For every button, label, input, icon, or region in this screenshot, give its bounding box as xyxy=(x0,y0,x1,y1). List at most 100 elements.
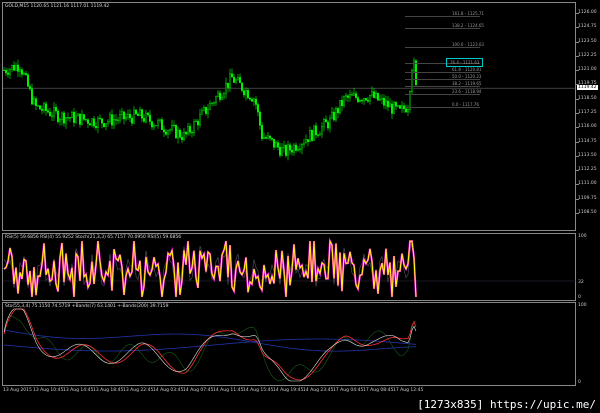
candle-body xyxy=(227,82,229,88)
fibo-line[interactable] xyxy=(405,78,480,80)
candle-body xyxy=(185,131,187,135)
candle-body xyxy=(17,64,19,72)
rsi-axis-level: 32 xyxy=(578,280,584,285)
candle-body xyxy=(149,114,151,122)
candle-body xyxy=(409,91,411,110)
candle-body xyxy=(207,109,209,114)
candle-body xyxy=(205,107,207,114)
price-chart-panel[interactable] xyxy=(2,2,576,231)
candle-body xyxy=(103,123,105,127)
candle-body xyxy=(157,120,159,126)
time-axis-label: 14 Aug 07:45 xyxy=(183,388,214,393)
candle-body xyxy=(121,111,123,115)
fibo-line[interactable] xyxy=(405,107,480,109)
candle-body xyxy=(21,69,23,75)
price-axis-label: 1116.00 xyxy=(578,124,597,130)
candle-body xyxy=(331,111,333,119)
candle-body xyxy=(111,114,113,126)
candle-body xyxy=(343,96,345,107)
candle-body xyxy=(71,111,73,118)
candle-body xyxy=(199,113,201,126)
price-axis-label: 1124.75 xyxy=(578,24,597,30)
candle-body xyxy=(133,109,135,124)
candle-body xyxy=(385,100,387,106)
price-axis-label: 1108.50 xyxy=(578,210,597,216)
candle-body xyxy=(113,119,115,126)
candle-body xyxy=(177,129,179,139)
time-axis-label: 13 Aug 18:45 xyxy=(93,388,124,393)
candle-body xyxy=(195,120,197,122)
candle-body xyxy=(279,147,281,156)
candle-body xyxy=(311,130,313,141)
candle-body xyxy=(123,111,125,120)
stochastic-indicator-panel[interactable] xyxy=(2,302,576,386)
candle-body xyxy=(151,121,153,128)
candle-body xyxy=(7,72,9,75)
candle-body xyxy=(69,117,71,119)
candle-body xyxy=(209,103,211,110)
candle-body xyxy=(139,109,141,116)
candle-body xyxy=(73,111,75,123)
candle-body xyxy=(115,119,117,121)
candle-body xyxy=(349,94,351,98)
candle-body xyxy=(383,97,385,106)
candle-body xyxy=(403,105,405,110)
candle-body xyxy=(369,94,371,102)
candle-body xyxy=(131,117,133,124)
fibo-line[interactable] xyxy=(405,28,480,30)
candle-body xyxy=(337,108,339,114)
candle-body xyxy=(193,121,195,134)
rsi-axis-min: 0 xyxy=(578,295,581,300)
candle-body xyxy=(189,126,191,133)
fibo-line[interactable] xyxy=(405,85,480,87)
candle-body xyxy=(291,149,293,153)
stoch-axis-min: 0 xyxy=(578,380,581,385)
candle-body xyxy=(263,137,265,139)
candle-body xyxy=(57,110,59,122)
price-axis-label: 1123.50 xyxy=(578,38,597,44)
stoch-main-line xyxy=(3,308,417,381)
candle-body xyxy=(397,105,399,107)
candle-body xyxy=(99,117,101,119)
time-axis-label: 13 Aug 2015 xyxy=(3,388,32,393)
candle-body xyxy=(411,70,413,92)
candle-body xyxy=(317,134,319,136)
fibo-line[interactable] xyxy=(405,72,480,74)
time-axis-label: 13 Aug 10:45 xyxy=(33,388,64,393)
candle-body xyxy=(269,135,271,139)
candle-body xyxy=(367,100,369,102)
candle-body xyxy=(27,74,29,87)
price-axis-label: 1111.00 xyxy=(578,181,597,187)
current-price-label: 1119.42 xyxy=(577,85,598,91)
candle-body xyxy=(97,117,99,128)
candle-body xyxy=(289,144,291,151)
candle-body xyxy=(65,117,67,124)
candle-body xyxy=(297,148,299,151)
price-axis-label: 1113.50 xyxy=(578,152,597,158)
fibo-line[interactable] xyxy=(405,62,480,64)
candle-body xyxy=(251,98,253,102)
candle-body xyxy=(365,98,367,101)
candle-body xyxy=(381,97,383,100)
candle-body xyxy=(387,100,389,108)
candle-body xyxy=(9,69,11,75)
candle-body xyxy=(399,105,401,109)
candle-body xyxy=(333,111,335,121)
fibo-line[interactable] xyxy=(405,46,480,48)
candle-body xyxy=(247,90,249,99)
price-axis-label: 1119.75 xyxy=(578,81,597,87)
price-axis-label: 1112.25 xyxy=(578,167,597,173)
candle-body xyxy=(83,114,85,120)
fibo-line[interactable] xyxy=(405,93,480,95)
candle-body xyxy=(221,96,223,100)
candle-body xyxy=(171,124,173,130)
candle-body xyxy=(389,103,391,108)
candle-body xyxy=(163,129,165,133)
candle-body xyxy=(145,112,147,122)
candle-body xyxy=(223,93,225,98)
fibo-line[interactable] xyxy=(405,16,480,18)
candle-body xyxy=(3,69,5,71)
stoch-signal-line xyxy=(3,315,417,381)
price-axis-label: 1121.00 xyxy=(578,67,597,73)
candle-body xyxy=(219,92,221,100)
